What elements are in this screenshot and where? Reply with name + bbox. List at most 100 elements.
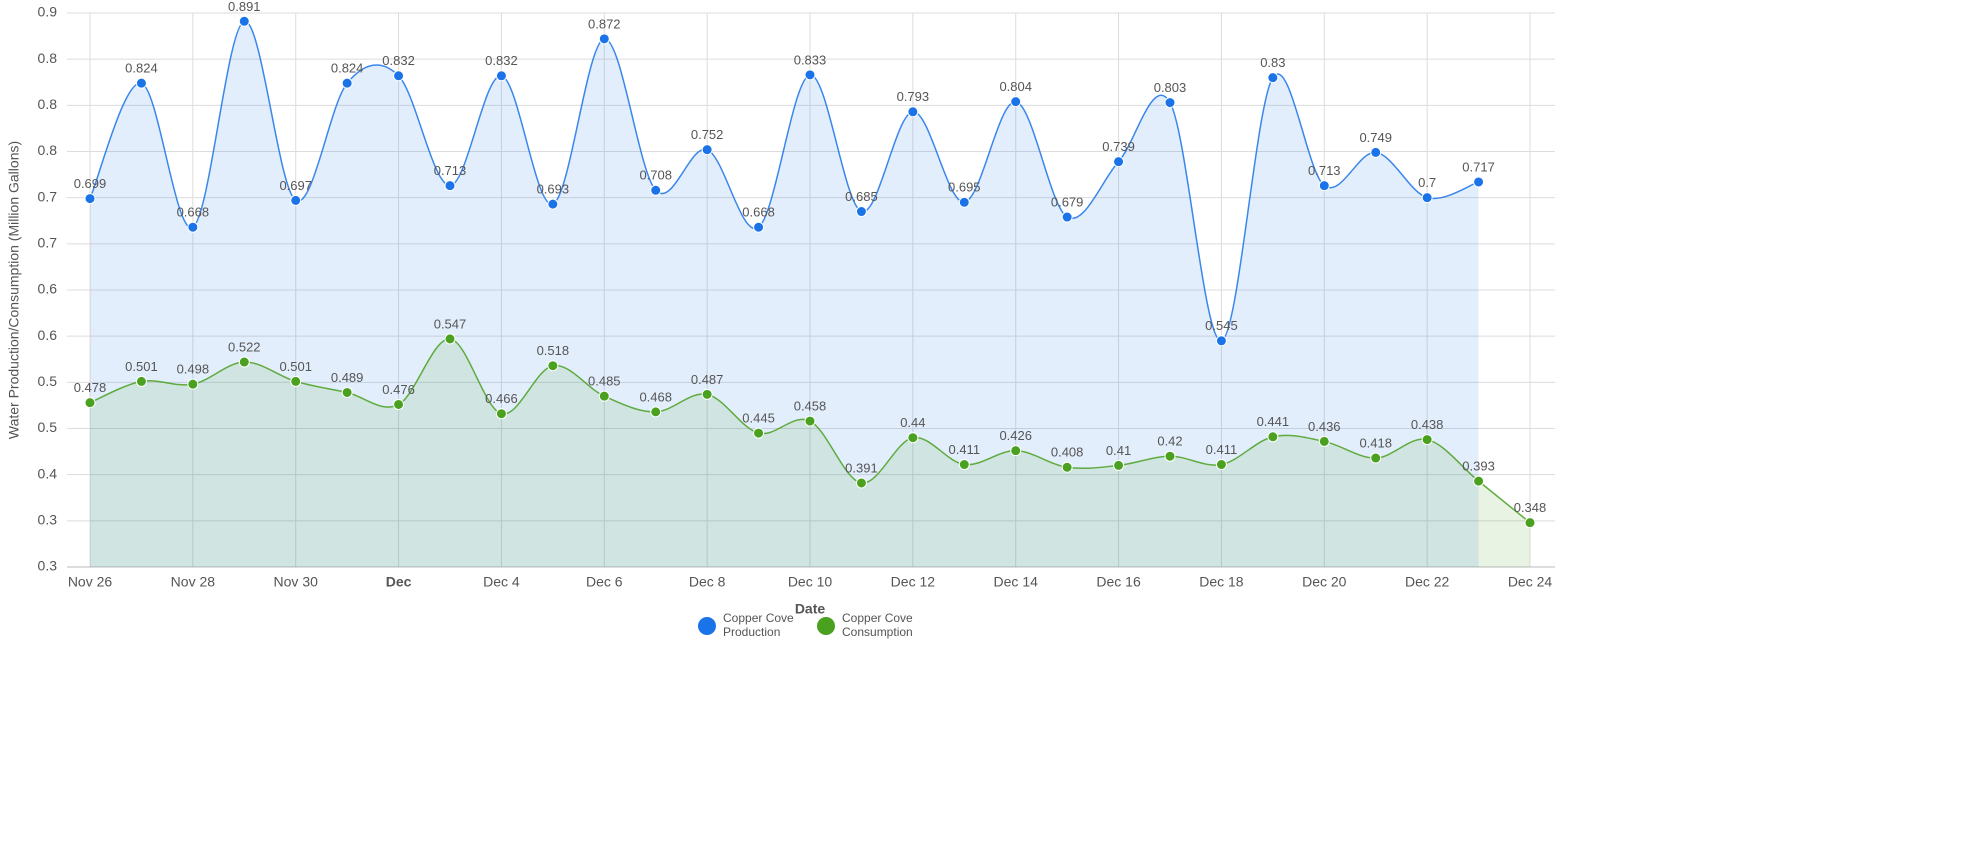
data-label: 0.83	[1260, 55, 1285, 70]
point	[444, 180, 456, 192]
data-label: 0.411	[948, 442, 980, 457]
data-label: 0.804	[999, 79, 1032, 94]
data-label: 0.501	[279, 359, 312, 374]
data-label: 0.436	[1308, 419, 1341, 434]
x-tick-label: Dec 22	[1405, 574, 1450, 590]
data-label: 0.408	[1051, 445, 1084, 460]
y-tick-label: 0.4	[38, 465, 58, 481]
legend-marker	[817, 617, 835, 635]
data-label: 0.522	[228, 339, 261, 354]
data-label: 0.391	[845, 460, 878, 475]
data-label: 0.44	[900, 415, 925, 430]
point	[1215, 459, 1227, 471]
point	[1473, 176, 1485, 188]
x-tick-label: Dec 6	[586, 574, 623, 590]
data-label: 0.518	[537, 343, 570, 358]
point	[1370, 452, 1382, 464]
data-label: 0.685	[845, 189, 878, 204]
point	[290, 194, 302, 206]
point	[1267, 72, 1279, 84]
data-label: 0.468	[639, 389, 672, 404]
point	[1421, 192, 1433, 204]
y-tick-label: 0.8	[38, 50, 58, 66]
point	[650, 406, 662, 418]
point	[907, 106, 919, 118]
data-label: 0.348	[1514, 500, 1547, 515]
point	[187, 221, 199, 233]
data-label: 0.699	[74, 176, 107, 191]
data-label: 0.426	[999, 428, 1032, 443]
y-tick-label: 0.8	[38, 96, 58, 112]
y-tick-label: 0.7	[38, 188, 58, 204]
point	[444, 333, 456, 345]
point	[238, 356, 250, 368]
data-label: 0.41	[1106, 443, 1131, 458]
data-label: 0.547	[434, 316, 467, 331]
data-label: 0.824	[331, 61, 364, 76]
x-axis-title: Date	[795, 601, 826, 617]
point	[495, 70, 507, 82]
point	[907, 432, 919, 444]
point	[1267, 431, 1279, 443]
data-label: 0.438	[1411, 417, 1444, 432]
point	[855, 477, 867, 489]
x-tick-label: Dec 10	[788, 574, 833, 590]
data-label: 0.489	[331, 370, 364, 385]
data-label: 0.708	[639, 168, 672, 183]
y-tick-label: 0.5	[38, 419, 58, 435]
point	[1113, 459, 1125, 471]
data-label: 0.872	[588, 16, 621, 31]
point	[84, 397, 96, 409]
point	[1473, 475, 1485, 487]
point	[135, 375, 147, 387]
x-tick-label: Dec 24	[1508, 574, 1553, 590]
data-label: 0.713	[1308, 163, 1341, 178]
point	[1370, 146, 1382, 158]
x-tick-label: Dec 18	[1199, 574, 1244, 590]
x-tick-label: Dec 4	[483, 574, 520, 590]
data-label: 0.668	[742, 205, 775, 220]
x-tick-label: Dec 12	[891, 574, 936, 590]
point	[495, 408, 507, 420]
data-label: 0.695	[948, 180, 981, 195]
area	[90, 338, 1530, 567]
point	[958, 196, 970, 208]
point	[1318, 180, 1330, 192]
data-label: 0.793	[897, 89, 930, 104]
point	[341, 77, 353, 89]
point	[701, 388, 713, 400]
data-label: 0.891	[228, 0, 261, 14]
x-tick-label: Nov 26	[68, 574, 113, 590]
point	[1010, 445, 1022, 457]
y-tick-label: 0.7	[38, 235, 58, 251]
point	[1010, 96, 1022, 108]
data-label: 0.824	[125, 61, 158, 76]
legend-line: Copper Cove	[842, 611, 913, 625]
point	[855, 206, 867, 218]
y-tick-label: 0.3	[38, 512, 58, 528]
x-tick-label: Dec 14	[994, 574, 1039, 590]
point	[1318, 435, 1330, 447]
point	[1164, 450, 1176, 462]
x-tick-label: Dec 16	[1096, 574, 1141, 590]
data-label: 0.717	[1462, 159, 1495, 174]
data-label: 0.418	[1359, 435, 1392, 450]
data-label: 0.739	[1102, 139, 1135, 154]
point	[650, 184, 662, 196]
data-label: 0.393	[1462, 459, 1495, 474]
legend-line: Production	[723, 625, 780, 639]
point	[393, 398, 405, 410]
series	[84, 15, 1485, 567]
y-tick-label: 0.9	[38, 4, 58, 20]
y-tick-label: 0.3	[38, 558, 58, 574]
point	[753, 221, 765, 233]
data-label: 0.7	[1418, 175, 1436, 190]
point	[341, 386, 353, 398]
data-label: 0.697	[279, 178, 312, 193]
data-label: 0.42	[1157, 434, 1182, 449]
point	[547, 198, 559, 210]
data-label: 0.441	[1257, 414, 1290, 429]
point	[393, 70, 405, 82]
point	[84, 193, 96, 205]
point	[1215, 335, 1227, 347]
